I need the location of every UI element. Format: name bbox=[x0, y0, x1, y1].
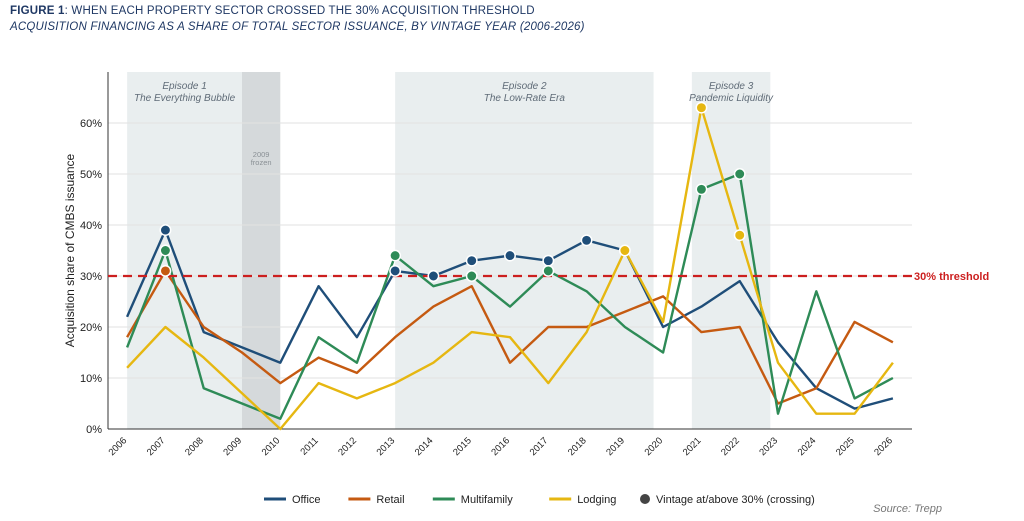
legend-label: Vintage at/above 30% (crossing) bbox=[656, 494, 815, 506]
crossing-marker-retail bbox=[159, 264, 172, 277]
x-tick-label: 2024 bbox=[796, 435, 819, 458]
episode-label: Episode 3 bbox=[709, 81, 754, 92]
x-tick-label: 2006 bbox=[107, 435, 130, 458]
episode-label: The Low-Rate Era bbox=[484, 93, 566, 104]
band-label: frozen bbox=[251, 158, 272, 167]
crossing-marker-office bbox=[465, 254, 478, 267]
x-tick-label: 2012 bbox=[336, 435, 359, 458]
band-frozen bbox=[242, 72, 281, 429]
series-line-retail bbox=[126, 269, 894, 405]
crossing-marker-multifamily bbox=[389, 249, 402, 262]
series-line-lodging bbox=[126, 106, 894, 431]
x-tick-label: 2025 bbox=[834, 435, 857, 458]
crossing-marker-multifamily bbox=[159, 244, 172, 257]
x-tick-label: 2014 bbox=[413, 435, 436, 458]
y-tick-label: 50% bbox=[80, 169, 102, 181]
y-tick-label: 40% bbox=[80, 220, 102, 232]
episode-label: Episode 2 bbox=[502, 81, 547, 92]
episode-label: Pandemic Liquidity bbox=[689, 93, 774, 104]
episode-label: The Everything Bubble bbox=[134, 93, 236, 104]
crossing-marker-office bbox=[504, 249, 516, 262]
x-tick-label: 2026 bbox=[872, 435, 895, 458]
y-tick-label: 20% bbox=[80, 322, 102, 334]
crossing-marker-multifamily bbox=[695, 183, 708, 196]
band-episode bbox=[395, 72, 654, 429]
crossing-marker-multifamily bbox=[733, 168, 746, 180]
episode-label: Episode 1 bbox=[162, 81, 206, 92]
crossing-marker-lodging bbox=[695, 101, 708, 114]
figure-label: FIGURE 1 bbox=[10, 5, 65, 17]
figure-title: FIGURE 1: WHEN EACH PROPERTY SECTOR CROS… bbox=[10, 5, 535, 17]
legend-marker-icon bbox=[640, 494, 650, 504]
source-note: Source: Trepp bbox=[873, 503, 942, 515]
x-tick-label: 2022 bbox=[719, 435, 742, 458]
crossing-marker-office bbox=[389, 264, 402, 277]
crossing-markers bbox=[159, 101, 746, 282]
y-tick-label: 10% bbox=[80, 373, 102, 385]
threshold-line-group: 30% threshold bbox=[108, 271, 989, 283]
legend-label: Lodging bbox=[577, 494, 616, 506]
y-tick-label: 60% bbox=[80, 118, 102, 130]
x-tick-label: 2018 bbox=[566, 435, 589, 458]
axes bbox=[107, 72, 912, 430]
band-episode bbox=[691, 72, 771, 429]
x-tick-label: 2007 bbox=[145, 435, 168, 458]
x-tick-label: 2019 bbox=[604, 435, 627, 458]
y-axis-label: Acquisition share of CMBS issuance bbox=[63, 153, 77, 347]
x-tick-label: 2009 bbox=[221, 435, 244, 458]
x-tick-label: 2016 bbox=[489, 435, 512, 458]
crossing-marker-office bbox=[427, 270, 440, 282]
band-episode bbox=[127, 72, 242, 429]
series-line-multifamily bbox=[125, 172, 894, 420]
threshold-label: 30% threshold bbox=[914, 271, 989, 283]
crossing-marker-multifamily bbox=[542, 264, 555, 277]
figure-title-text: : WHEN EACH PROPERTY SECTOR CROSSED THE … bbox=[64, 5, 535, 17]
x-tick-label: 2010 bbox=[260, 435, 283, 458]
x-tick-label: 2008 bbox=[183, 435, 206, 458]
x-tick-label: 2020 bbox=[643, 435, 666, 458]
legend-label: Multifamily bbox=[461, 494, 513, 506]
x-tick-label: 2013 bbox=[375, 435, 398, 458]
crossing-marker-office bbox=[542, 254, 555, 267]
y-tick-label: 0% bbox=[86, 424, 102, 436]
figure-subtitle: ACQUISITION FINANCING AS A SHARE OF TOTA… bbox=[10, 21, 585, 33]
crossing-marker-office bbox=[159, 224, 172, 237]
crossing-marker-office bbox=[580, 234, 593, 247]
crossing-marker-lodging bbox=[733, 229, 746, 242]
x-tick-label: 2015 bbox=[451, 435, 474, 458]
x-tick-label: 2011 bbox=[298, 435, 320, 457]
x-tick-label: 2017 bbox=[528, 435, 551, 458]
crossing-marker-lodging bbox=[618, 244, 631, 257]
grid-lines bbox=[108, 122, 912, 379]
band-label: 2009 bbox=[253, 150, 270, 159]
crossing-marker-multifamily bbox=[465, 270, 478, 282]
x-tick-label: 2021 bbox=[681, 435, 704, 458]
y-tick-label: 30% bbox=[80, 271, 102, 283]
legend-label: Office bbox=[292, 494, 321, 506]
x-tick-label: 2023 bbox=[757, 435, 780, 458]
legend-label: Retail bbox=[376, 494, 404, 506]
legend: Office Retail Multifamily Lodging Vintage at… bbox=[264, 494, 815, 506]
